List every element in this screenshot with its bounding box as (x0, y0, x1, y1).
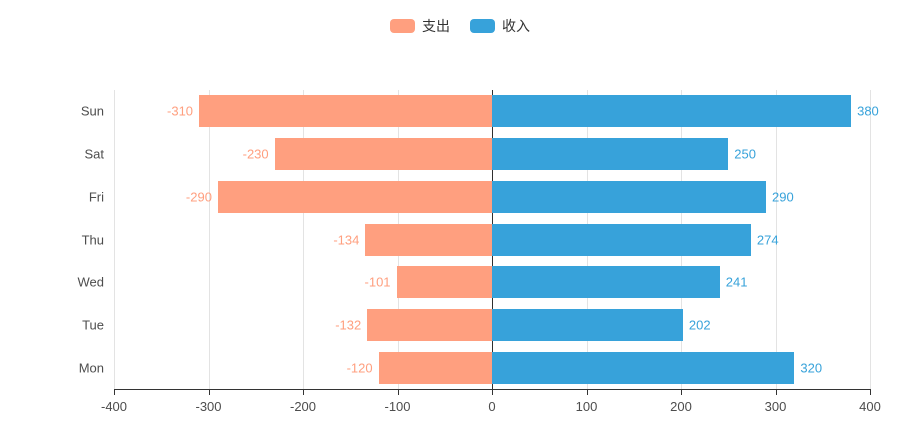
income-value-label-sat: 250 (734, 146, 756, 162)
y-axis-label-mon: Mon (78, 360, 104, 376)
y-axis-label-sat: Sat (84, 146, 104, 162)
income-bar-thu[interactable] (492, 223, 751, 256)
legend-item-income[interactable]: 收入 (470, 16, 530, 36)
gridline-400 (870, 90, 871, 389)
x-axis-tick-200 (681, 390, 682, 395)
x-axis-tick-300 (775, 390, 777, 395)
expense-bar-wed[interactable] (396, 266, 492, 299)
expense-bar-mon[interactable] (378, 351, 492, 384)
y-axis-label-wed: Wed (77, 274, 105, 290)
expense-bar-sat[interactable] (274, 138, 492, 171)
expense-value-label-wed: -101 (364, 274, 391, 290)
income-value-label-wed: 241 (725, 274, 748, 290)
expense-value-label-thu: -134 (333, 232, 360, 247)
x-axis-tick-0 (492, 390, 493, 395)
x-axis-tick--300 (208, 390, 210, 395)
x-axis-tick-100 (586, 390, 588, 395)
x-axis-tick--400 (114, 390, 115, 395)
x-axis-tick-label-0: 0 (488, 399, 496, 414)
expense-legend-label: 支出 (422, 18, 450, 34)
x-axis-line (114, 389, 871, 390)
expense-bar-sun[interactable] (199, 95, 492, 128)
plot-area: -400 -300 -200 -100 0 100 200 300 400 Sun -310 380 S… (78, 90, 881, 414)
y-axis-label-fri: Fri (88, 189, 104, 205)
income-legend-swatch (470, 19, 495, 33)
income-legend-label: 收入 (502, 18, 530, 34)
x-axis-tick-label--300: -300 (195, 399, 222, 414)
x-axis-tick-label--200: -200 (289, 399, 317, 414)
income-value-label-mon: 320 (800, 360, 823, 376)
income-bar-wed[interactable] (492, 266, 720, 299)
x-axis-tick-400 (870, 390, 871, 395)
expense-value-label-sun: -310 (167, 103, 194, 119)
gridline--200 (303, 90, 304, 389)
expense-value-label-fri: -290 (185, 189, 212, 205)
x-axis-tick-label-300: 300 (764, 399, 787, 414)
gridline-300 (775, 90, 777, 389)
income-bar-sat[interactable] (492, 138, 729, 171)
gridline--300 (208, 90, 210, 389)
gridline--400 (114, 90, 115, 389)
expense-value-label-sat: -230 (242, 146, 269, 162)
income-bar-sun[interactable] (492, 95, 852, 128)
income-value-label-fri: 290 (772, 189, 794, 205)
expense-bar-tue[interactable] (367, 308, 492, 341)
x-axis-tick--200 (303, 390, 304, 395)
income-bar-fri[interactable] (492, 180, 767, 213)
expense-legend-swatch (390, 19, 415, 33)
x-axis-tick-label-200: 200 (670, 399, 692, 414)
income-value-label-thu: 274 (756, 232, 779, 247)
income-value-label-sun: 380 (857, 103, 879, 119)
x-axis-tick-label--400: -400 (100, 399, 128, 414)
y-axis-label-thu: Thu (81, 232, 104, 247)
x-axis-tick--100 (397, 390, 399, 395)
expense-bar-thu[interactable] (365, 223, 492, 256)
x-axis-tick-label--100: -100 (384, 399, 411, 414)
x-axis-tick-label-100: 100 (575, 399, 598, 414)
y-axis-label-tue: Tue (82, 317, 104, 333)
legend-item-expense[interactable]: 支出 (390, 16, 450, 36)
income-value-label-tue: 202 (688, 317, 711, 333)
y-axis-label-sun: Sun (80, 103, 104, 119)
expense-bar-fri[interactable] (217, 180, 492, 213)
income-bar-mon[interactable] (492, 351, 795, 384)
legend: 支出 收入 (0, 16, 920, 36)
x-axis-tick-label-400: 400 (859, 399, 881, 414)
expense-value-label-mon: -120 (346, 360, 373, 376)
expense-value-label-tue: -132 (335, 317, 362, 333)
income-bar-tue[interactable] (492, 308, 683, 341)
